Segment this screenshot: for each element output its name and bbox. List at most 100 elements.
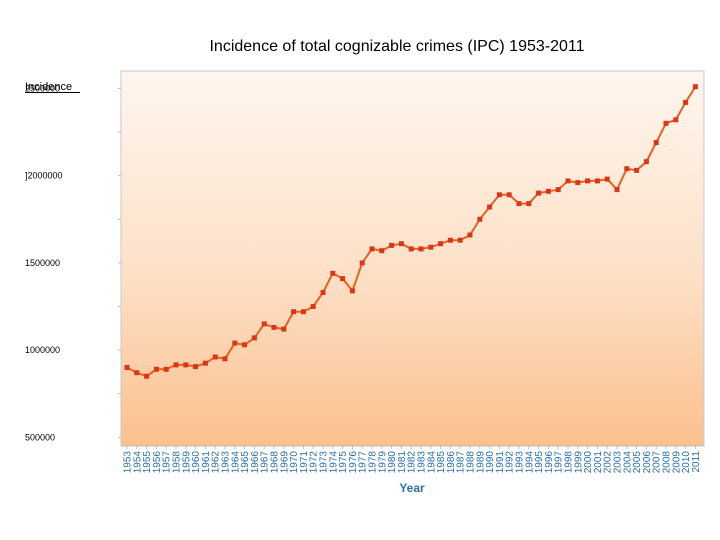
data-point-marker bbox=[310, 304, 316, 309]
data-point-marker bbox=[447, 237, 453, 243]
data-point-marker bbox=[565, 178, 571, 184]
x-tick-label: 1955 bbox=[142, 451, 153, 474]
x-tick-label: 1967 bbox=[260, 451, 271, 474]
data-point-marker bbox=[496, 192, 502, 198]
x-tick-label: 2011 bbox=[691, 451, 702, 473]
series-markers bbox=[124, 84, 698, 379]
data-point-marker bbox=[555, 187, 561, 193]
data-point-marker bbox=[418, 246, 424, 252]
data-point-marker bbox=[653, 140, 659, 145]
x-tick-label: 1982 bbox=[407, 451, 418, 474]
x-axis-label: Year bbox=[399, 481, 425, 495]
x-tick-label: 1981 bbox=[397, 451, 408, 474]
data-point-marker bbox=[193, 364, 199, 370]
data-point-marker bbox=[477, 216, 483, 222]
x-tick-label: 1959 bbox=[181, 451, 192, 474]
data-point-marker bbox=[173, 362, 179, 368]
y-axis-label: Incidence bbox=[25, 81, 72, 93]
x-tick-label: 2005 bbox=[632, 451, 643, 474]
x-tick-label: 1962 bbox=[211, 451, 222, 474]
x-tick-label: 1960 bbox=[191, 451, 202, 474]
data-point-marker bbox=[545, 188, 551, 194]
data-point-marker bbox=[281, 326, 287, 332]
x-tick-label: 1983 bbox=[417, 451, 428, 474]
data-point-marker bbox=[457, 237, 463, 243]
x-tick-label: 1953 bbox=[123, 451, 134, 474]
data-point-marker bbox=[134, 370, 140, 376]
data-point-marker bbox=[614, 187, 620, 193]
data-point-marker bbox=[320, 290, 326, 295]
data-point-marker bbox=[438, 241, 444, 247]
data-point-marker bbox=[144, 373, 150, 379]
data-point-marker bbox=[242, 342, 248, 348]
x-tick-label: 1975 bbox=[338, 451, 349, 474]
y-tick-label: 2500000 bbox=[25, 83, 60, 93]
data-point-marker bbox=[232, 340, 238, 346]
y-axis-ticks: 2500000]2000000 1500000 1000000 500000 bbox=[25, 83, 121, 442]
data-point-marker bbox=[183, 362, 189, 368]
x-tick-label: 1995 bbox=[534, 451, 545, 474]
x-tick-label: 1989 bbox=[475, 451, 486, 474]
x-tick-label: 2009 bbox=[671, 451, 682, 474]
data-point-marker bbox=[634, 167, 640, 173]
plot-area bbox=[120, 70, 705, 447]
y-tick-label: 500000 bbox=[25, 432, 55, 442]
data-point-marker bbox=[692, 84, 698, 90]
x-tick-label: 1991 bbox=[495, 451, 506, 474]
data-point-marker bbox=[153, 366, 159, 372]
data-point-marker bbox=[604, 176, 610, 182]
x-tick-label: 1977 bbox=[358, 451, 369, 474]
x-tick-label: 1987 bbox=[456, 451, 467, 474]
x-tick-label: 1966 bbox=[250, 451, 261, 474]
x-tick-label: 1957 bbox=[162, 451, 173, 474]
data-point-marker bbox=[124, 365, 130, 370]
x-tick-label: 1985 bbox=[436, 451, 447, 474]
data-point-marker bbox=[251, 335, 257, 341]
x-tick-label: 1972 bbox=[309, 451, 320, 474]
x-tick-label: 1986 bbox=[446, 451, 457, 474]
data-point-marker bbox=[359, 260, 365, 266]
data-point-marker bbox=[683, 99, 689, 105]
data-point-marker bbox=[291, 309, 297, 315]
data-point-marker bbox=[340, 276, 346, 282]
data-point-marker bbox=[673, 117, 679, 123]
x-tick-label: 1964 bbox=[230, 451, 241, 474]
x-tick-label: 2010 bbox=[681, 451, 692, 474]
x-tick-label: 1993 bbox=[515, 451, 526, 474]
x-tick-label: 1994 bbox=[524, 451, 535, 474]
data-point-marker bbox=[536, 190, 542, 196]
x-tick-label: 1961 bbox=[201, 451, 212, 474]
data-point-marker bbox=[202, 360, 208, 366]
data-point-marker bbox=[594, 178, 600, 184]
data-point-marker bbox=[585, 178, 591, 184]
x-tick-label: 1963 bbox=[221, 451, 232, 474]
data-point-marker bbox=[526, 201, 532, 207]
data-point-marker bbox=[261, 321, 267, 327]
data-point-marker bbox=[163, 366, 169, 372]
x-tick-label: 1969 bbox=[279, 451, 290, 474]
x-tick-label: 1980 bbox=[387, 451, 398, 474]
y-tick-label: ]2000000 bbox=[25, 171, 63, 181]
x-tick-label: 1958 bbox=[172, 451, 183, 474]
data-point-marker bbox=[516, 201, 522, 207]
x-tick-label: 1997 bbox=[554, 451, 565, 474]
data-point-marker bbox=[663, 120, 669, 126]
data-point-marker bbox=[271, 324, 277, 330]
x-tick-label: 2000 bbox=[583, 451, 594, 474]
x-tick-label: 1970 bbox=[289, 451, 300, 474]
x-tick-label: 1999 bbox=[573, 451, 584, 474]
data-point-marker bbox=[398, 241, 404, 247]
data-point-marker bbox=[330, 270, 336, 276]
data-point-marker bbox=[212, 354, 218, 360]
x-tick-label: 2002 bbox=[603, 451, 614, 474]
x-tick-label: 2001 bbox=[593, 451, 604, 474]
y-tick-label: 1500000 bbox=[25, 258, 60, 268]
x-tick-label: 1973 bbox=[319, 451, 330, 474]
data-point-marker bbox=[487, 204, 493, 210]
x-tick-label: 1965 bbox=[240, 451, 251, 474]
data-point-marker bbox=[428, 244, 434, 250]
data-point-marker bbox=[643, 159, 649, 165]
x-tick-label: 1971 bbox=[299, 451, 310, 474]
x-tick-label: 1974 bbox=[328, 451, 339, 474]
